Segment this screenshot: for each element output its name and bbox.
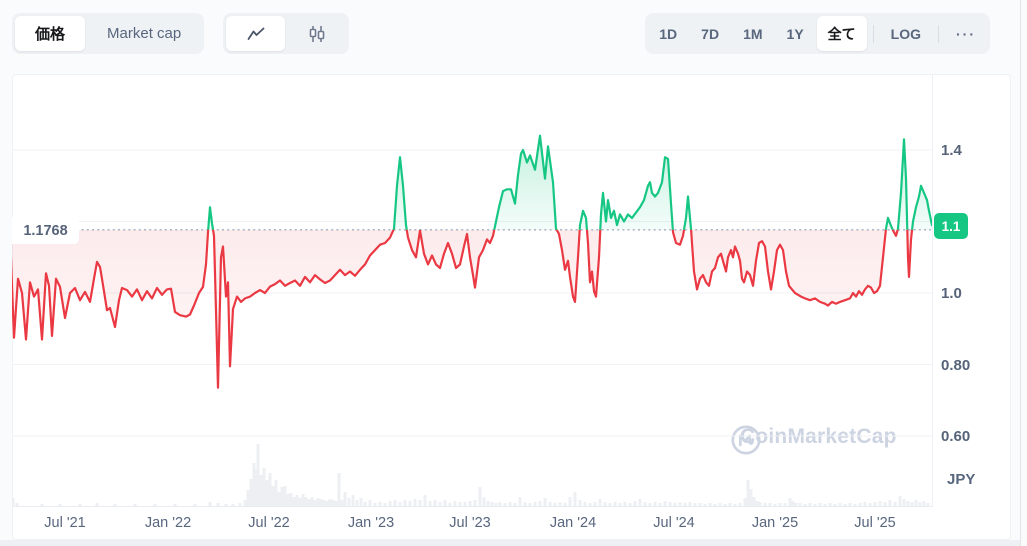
line-chart-icon bbox=[246, 26, 266, 42]
x-axis-tick: Jan '23 bbox=[347, 515, 395, 531]
x-axis-tick: Jan '25 bbox=[751, 515, 799, 531]
y-axis-tick-1.0: 1.0 bbox=[941, 285, 962, 302]
current-price-badge: 1.1 bbox=[934, 213, 968, 240]
x-axis-tick: Jul '24 bbox=[653, 515, 695, 531]
range-button-7D[interactable]: 7D bbox=[690, 16, 730, 51]
price-chart-plot[interactable] bbox=[12, 74, 933, 508]
candlestick-icon bbox=[307, 25, 327, 43]
price-marketcap-toggle: 価格 Market cap bbox=[12, 13, 205, 54]
x-axis-tick: Jul '25 bbox=[854, 515, 896, 531]
volume-bars bbox=[12, 444, 930, 506]
range-button-1D[interactable]: 1D bbox=[648, 16, 688, 51]
currency-unit-label: JPY bbox=[947, 471, 976, 488]
y-axis-tick-0.60: 0.60 bbox=[941, 428, 971, 445]
candlestick-chart-type-button[interactable] bbox=[287, 16, 346, 51]
x-axis-tick: Jul '23 bbox=[449, 515, 491, 531]
area-below-baseline bbox=[12, 229, 913, 388]
price-line-down bbox=[12, 229, 914, 389]
toolbar-divider bbox=[872, 24, 874, 43]
price-chart-card: CoinMarketCap 1.1768 1.1 JPY 1.4 1.0 0.80 0… bbox=[12, 74, 1011, 540]
y-axis-tick-0.80: 0.80 bbox=[941, 356, 971, 374]
y-axis-tick-1.4: 1.4 bbox=[941, 142, 962, 159]
x-axis-tick: Jan '22 bbox=[144, 515, 192, 531]
toolbar-divider bbox=[938, 24, 939, 43]
baseline-price-label: 1.1768 bbox=[12, 217, 79, 245]
x-axis-tick: Jan '24 bbox=[549, 515, 597, 531]
chart-type-toggle bbox=[223, 13, 349, 54]
log-scale-button[interactable]: LOG bbox=[880, 16, 932, 51]
line-chart-type-button[interactable] bbox=[226, 16, 285, 51]
range-button-1M[interactable]: 1M bbox=[732, 16, 773, 51]
vertical-scrollbar[interactable] bbox=[1020, 0, 1027, 546]
more-options-button[interactable]: ··· bbox=[945, 16, 987, 51]
price-tab[interactable]: 価格 bbox=[15, 16, 86, 51]
page-section-divider bbox=[0, 540, 1027, 546]
price-line-up bbox=[207, 134, 933, 230]
range-buttons: 1D 7D 1M 1Y 全て bbox=[648, 16, 867, 51]
time-range-toolbar: 1D 7D 1M 1Y 全て LOG ··· bbox=[645, 13, 990, 54]
x-axis-tick: Jul '22 bbox=[248, 515, 290, 531]
market-cap-tab[interactable]: Market cap bbox=[87, 16, 201, 51]
range-button-1Y[interactable]: 1Y bbox=[776, 16, 815, 51]
range-button-全て[interactable]: 全て bbox=[816, 16, 867, 51]
x-axis-tick: Jul '21 bbox=[44, 515, 86, 531]
